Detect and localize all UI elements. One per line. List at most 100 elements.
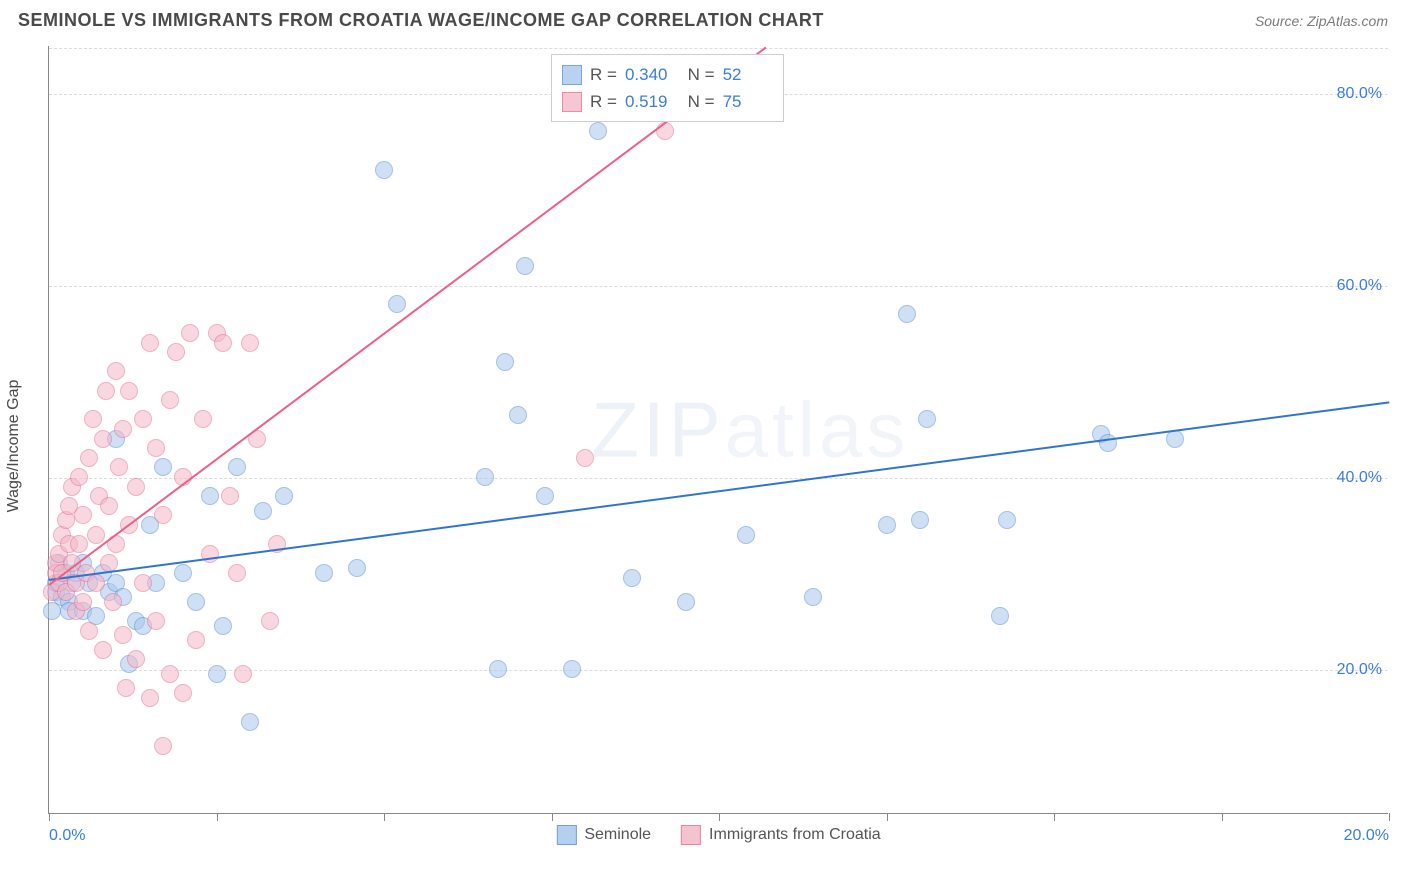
data-point [74,593,92,611]
scatter-chart: ZIPatlas 20.0%40.0%60.0%80.0%0.0%20.0%R … [48,46,1388,814]
data-point [194,410,212,428]
x-tick [49,813,50,821]
data-point [348,559,366,577]
data-point [70,535,88,553]
data-point [134,574,152,592]
data-point [74,506,92,524]
data-point [221,487,239,505]
data-point [576,449,594,467]
stats-legend: R =0.340 N =52R =0.519 N =75 [551,54,784,122]
gridline [49,478,1388,479]
data-point [214,617,232,635]
data-point [100,497,118,515]
data-point [161,391,179,409]
data-point [261,612,279,630]
stat-r-value: 0.519 [625,88,675,115]
data-point [174,684,192,702]
data-point [110,458,128,476]
x-tick [1222,813,1223,821]
data-point [94,430,112,448]
data-point [234,665,252,683]
source-label: Source: ZipAtlas.com [1255,13,1388,29]
data-point [84,410,102,428]
x-tick-label: 20.0% [1344,827,1389,845]
data-point [114,420,132,438]
x-tick-label: 0.0% [49,827,85,845]
data-point [998,511,1016,529]
data-point [70,468,88,486]
data-point [241,713,259,731]
gridline [49,286,1388,287]
data-point [87,574,105,592]
data-point [918,410,936,428]
data-point [97,382,115,400]
legend-swatch [562,92,582,112]
stats-row: R =0.340 N =52 [562,61,773,88]
data-point [589,122,607,140]
x-tick [887,813,888,821]
data-point [87,526,105,544]
stats-row: R =0.519 N =75 [562,88,773,115]
x-tick [1389,813,1390,821]
y-tick-label: 60.0% [1337,277,1382,295]
data-point [208,665,226,683]
data-point [496,353,514,371]
data-point [154,506,172,524]
data-point [187,593,205,611]
data-point [228,564,246,582]
data-point [167,343,185,361]
legend-label: Immigrants from Croatia [709,826,881,844]
data-point [489,660,507,678]
stat-r-label: R = [590,88,617,115]
legend-swatch [562,65,582,85]
data-point [254,502,272,520]
x-tick [552,813,553,821]
data-point [104,593,122,611]
data-point [181,324,199,342]
y-tick-label: 40.0% [1337,469,1382,487]
data-point [804,588,822,606]
legend-swatch [681,825,701,845]
data-point [114,626,132,644]
data-point [275,487,293,505]
data-point [80,449,98,467]
data-point [677,593,695,611]
data-point [134,410,152,428]
data-point [536,487,554,505]
legend-label: Seminole [584,826,651,844]
data-point [563,660,581,678]
data-point [107,362,125,380]
data-point [141,334,159,352]
gridline [49,48,1388,49]
data-point [201,487,219,505]
data-point [476,468,494,486]
data-point [516,257,534,275]
x-tick [719,813,720,821]
data-point [991,607,1009,625]
data-point [623,569,641,587]
data-point [174,564,192,582]
stat-n-value: 52 [723,61,773,88]
data-point [94,641,112,659]
x-tick [1054,813,1055,821]
data-point [80,622,98,640]
watermark-bold: ZIP [591,385,724,473]
data-point [388,295,406,313]
bottom-legend: Seminole Immigrants from Croatia [556,825,880,845]
data-point [147,612,165,630]
data-point [127,478,145,496]
data-point [214,334,232,352]
data-point [127,650,145,668]
data-point [187,631,205,649]
data-point [737,526,755,544]
trend-line [49,401,1389,581]
data-point [161,665,179,683]
x-tick [384,813,385,821]
data-point [228,458,246,476]
legend-item: Immigrants from Croatia [681,825,881,845]
data-point [154,737,172,755]
data-point [911,511,929,529]
data-point [898,305,916,323]
legend-item: Seminole [556,825,651,845]
stat-r-label: R = [590,61,617,88]
